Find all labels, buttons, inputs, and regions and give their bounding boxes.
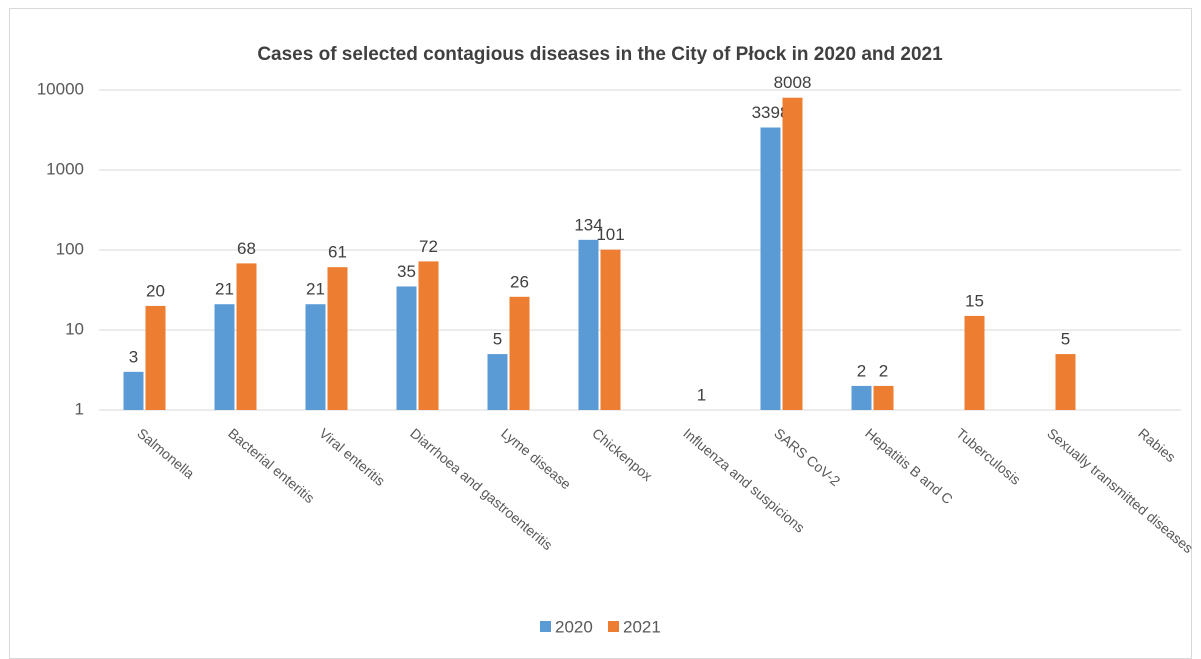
legend-swatch [540, 621, 551, 632]
bar [236, 263, 257, 410]
data-label: 5 [1061, 330, 1070, 349]
data-label: 101 [596, 225, 624, 244]
bar [214, 304, 235, 410]
bar [327, 267, 348, 410]
data-label: 21 [215, 280, 234, 299]
bar [782, 97, 803, 410]
data-label: 15 [965, 291, 984, 310]
data-label: 20 [146, 281, 165, 300]
bar [509, 296, 530, 410]
data-label: 21 [306, 280, 325, 299]
bar [578, 239, 599, 410]
data-label: 26 [510, 272, 529, 291]
bar [760, 127, 781, 410]
data-label: 2 [879, 361, 888, 380]
y-tick-label: 100 [56, 239, 84, 258]
legend-label: 2021 [623, 617, 661, 636]
data-label: 1 [697, 385, 706, 404]
chart-title: Cases of selected contagious diseases in… [257, 44, 943, 65]
legend-label: 2020 [555, 617, 593, 636]
data-label: 3 [129, 347, 138, 366]
y-tick-label: 10000 [37, 79, 84, 98]
bar [600, 249, 621, 410]
data-label: 35 [397, 262, 416, 281]
bar [145, 305, 166, 410]
data-label: 8008 [774, 73, 812, 92]
bar [487, 354, 508, 410]
bar [1055, 354, 1076, 410]
bar [305, 304, 326, 410]
bar [851, 385, 872, 410]
bar [873, 385, 894, 410]
data-label: 2 [857, 361, 866, 380]
bar [964, 315, 985, 410]
bar [396, 286, 417, 410]
y-tick-label: 1 [75, 399, 84, 418]
data-label: 5 [493, 330, 502, 349]
data-label: 3398 [752, 103, 790, 122]
bar [418, 261, 439, 410]
data-label: 72 [419, 237, 438, 256]
y-tick-label: 1000 [46, 159, 84, 178]
data-label: 68 [237, 239, 256, 258]
y-tick-label: 10 [65, 319, 84, 338]
bar [123, 371, 144, 410]
legend-swatch [608, 621, 619, 632]
data-label: 134 [574, 215, 602, 234]
data-label: 61 [328, 243, 347, 262]
